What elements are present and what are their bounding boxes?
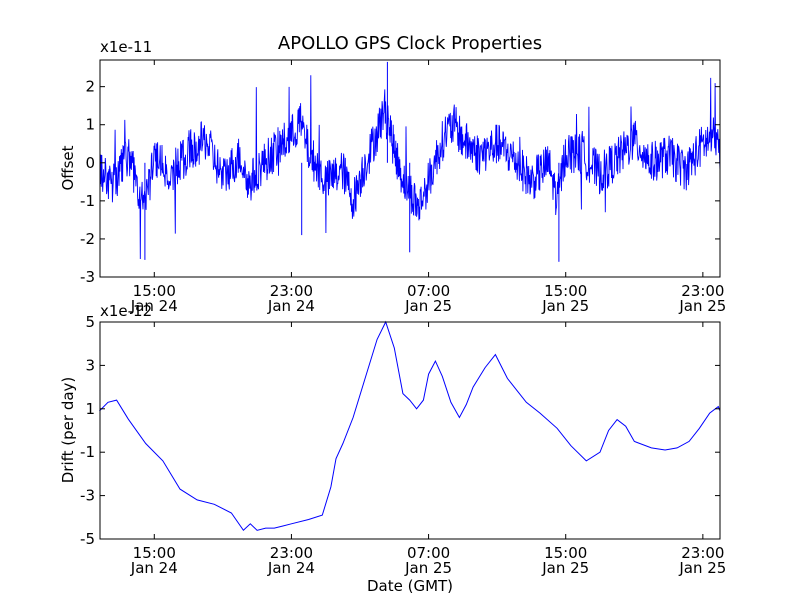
y-tick-label: -5 [80,530,95,548]
offset-plot-frame [99,59,721,278]
y-tick-label: 1 [85,116,95,134]
x-tick-time-label: 07:00 [407,544,450,562]
offset-exponent-label: x1e-11 [100,38,152,56]
x-tick-date-label: Jan 25 [678,297,726,315]
x-tick-time-label: 15:00 [133,282,176,300]
x-tick-time-label: 07:00 [407,282,450,300]
x-tick-time-label: 15:00 [133,544,176,562]
x-tick-date-label: Jan 25 [541,297,589,315]
y-tick-label: -2 [80,230,95,248]
chart-title: APOLLO GPS Clock Properties [278,33,542,54]
drift-panel: x1e-12 Drift (per day) 531-1-3-5 15:00Ja… [59,302,726,595]
y-tick-label: 1 [85,400,95,418]
y-tick-label: -1 [80,192,95,210]
drift-plot-frame [99,321,721,540]
x-tick-date-label: Jan 25 [404,559,452,577]
x-tick-time-label: 23:00 [681,282,724,300]
x-tick-time-label: 23:00 [270,544,313,562]
y-tick-label: 3 [85,356,95,374]
x-tick-date-label: Jan 24 [267,297,315,315]
x-tick-time-label: 23:00 [681,544,724,562]
x-tick-time-label: 15:00 [544,544,587,562]
x-tick-date-label: Jan 24 [130,559,178,577]
y-tick-label: -3 [80,268,95,286]
y-tick-label: -3 [80,487,95,505]
drift-y-axis-label: Drift (per day) [59,377,77,484]
offset-series [99,61,721,262]
x-tick-date-label: Jan 24 [130,297,178,315]
x-tick-date-label: Jan 25 [678,559,726,577]
drift-y-ticks: 5 3 1 -1 -3 -5 [80,313,720,548]
x-tick-date-label: Jan 25 [404,297,452,315]
y-tick-label: 2 [85,78,95,96]
drift-x-axis-label: Date (GMT) [367,577,453,595]
drift-exponent-label: x1e-12 [100,302,152,320]
y-tick-label: 0 [85,154,95,172]
x-tick-time-label: 23:00 [270,282,313,300]
x-tick-date-label: Jan 24 [267,559,315,577]
drift-line [99,320,721,532]
x-tick-date-label: Jan 25 [541,559,589,577]
y-tick-label: 5 [85,313,95,331]
drift-series [99,320,721,532]
x-tick-time-label: 15:00 [544,282,587,300]
y-tick-label: -1 [80,443,95,461]
offset-y-ticks: 2 1 0 -1 -2 -3 [80,78,720,286]
offset-line [99,75,721,260]
offset-y-axis-label: Offset [59,145,77,190]
